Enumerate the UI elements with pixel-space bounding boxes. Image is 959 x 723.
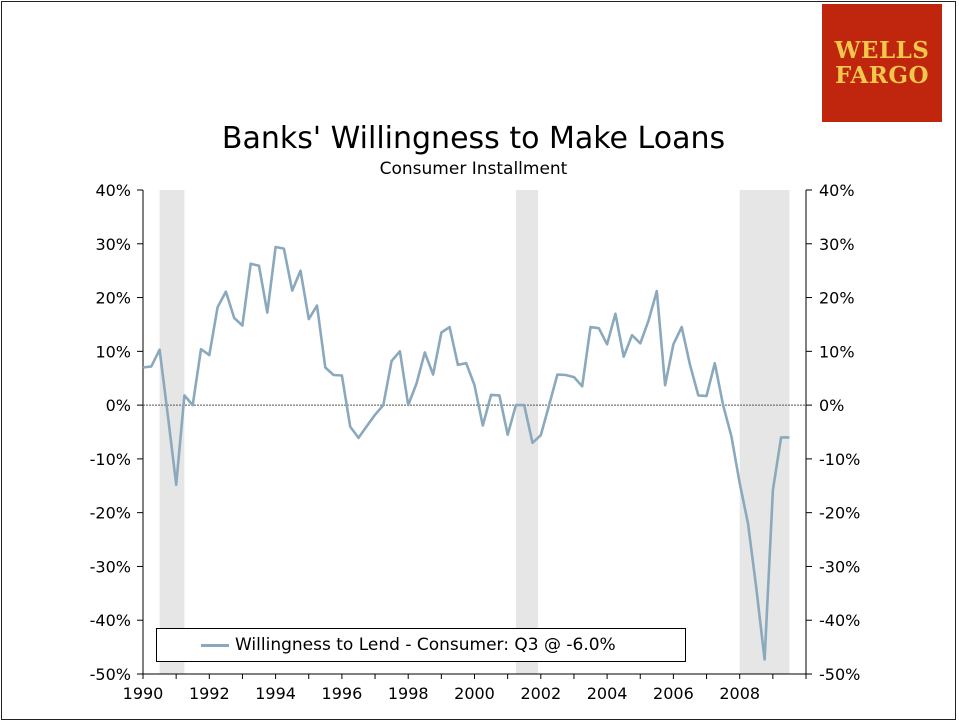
chart-legend: Willingness to Lend - Consumer: Q3 @ -6.… [156,628,686,662]
legend-swatch [201,643,229,647]
x-tick-label: 1990 [123,684,164,703]
x-tick-label: 1998 [388,684,429,703]
y-tick-label-left: -50% [90,665,131,684]
y-tick-label-left: 0% [106,396,131,415]
y-tick-label-left: 10% [95,342,131,361]
x-tick-label: 1992 [189,684,230,703]
logo-line-2: FARGO [834,62,930,89]
wells-fargo-logo: WELLS FARGO [822,4,942,122]
recession-band [515,190,539,674]
x-tick-label: 1994 [255,684,296,703]
x-tick-label: 2004 [587,684,628,703]
y-tick-label-right: 40% [819,181,855,200]
y-tick-label-left: 20% [95,289,131,308]
x-tick-label: 2002 [520,684,561,703]
y-tick-label-left: -20% [90,504,131,523]
y-tick-label-left: -40% [90,611,131,630]
chart-subtitle: Consumer Installment [379,159,568,179]
y-tick-label-right: 10% [819,342,855,361]
y-tick-label-right: 0% [819,396,844,415]
x-tick-label: 2006 [653,684,694,703]
y-tick-label-right: -30% [819,557,860,576]
y-tick-label-right: -50% [819,665,860,684]
legend-label: Willingness to Lend - Consumer: Q3 @ -6.… [235,635,616,655]
x-tick-label: 1996 [322,684,363,703]
recession-band [739,190,790,674]
y-tick-label-right: 20% [819,289,855,308]
logo-line-1: WELLS [834,37,930,64]
y-tick-label-right: -40% [819,611,860,630]
x-tick-label: 2008 [719,684,760,703]
y-tick-label-right: 30% [819,235,855,254]
y-tick-label-left: -30% [90,557,131,576]
y-tick-label-left: 40% [95,181,131,200]
y-tick-label-left: -10% [90,450,131,469]
y-tick-label-right: -10% [819,450,860,469]
series-line-willingness-to-lend [142,245,790,661]
y-tick-label-left: 30% [95,235,131,254]
chart-title: Banks' Willingness to Make Loans [221,121,726,156]
x-tick-label: 2000 [454,684,495,703]
y-tick-label-right: -20% [819,504,860,523]
